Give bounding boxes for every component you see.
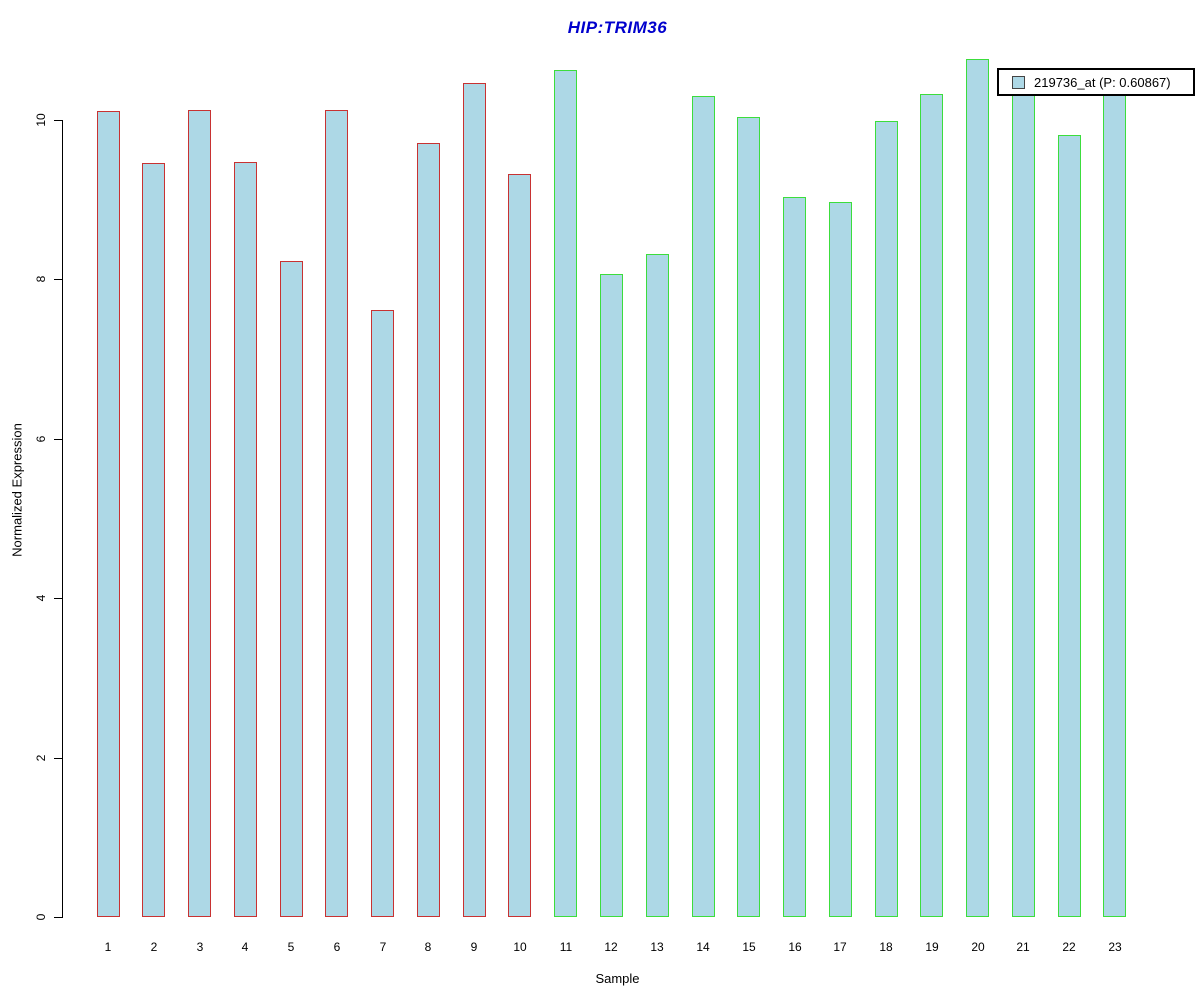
x-tick-label: 16 [788,940,802,954]
x-tick-label: 2 [150,940,158,954]
y-tick [54,120,62,121]
x-tick-label: 18 [879,940,893,954]
bar [875,121,898,917]
y-tick [54,279,62,281]
x-tick-label: 5 [287,940,295,954]
y-tick-label: 4 [34,594,48,602]
bar [463,83,486,917]
bar [692,96,715,917]
x-axis-label: Sample [595,971,640,986]
x-tick-label: 21 [1016,940,1030,954]
x-tick-label: 19 [925,940,939,954]
x-tick-label: 6 [333,940,341,954]
y-tick-label: 10 [34,113,48,127]
x-tick-label: 17 [833,940,847,954]
legend-swatch-icon [1012,75,1025,89]
bar [783,197,806,917]
y-axis-line [62,120,63,918]
bar [920,94,943,917]
x-tick-label: 20 [971,940,985,954]
x-tick-label: 22 [1062,940,1076,954]
y-tick-label: 0 [34,913,48,921]
x-tick-label: 13 [650,940,664,954]
y-tick-label: 8 [34,276,48,283]
bar [1012,92,1035,917]
x-tick-label: 7 [379,940,387,954]
y-tick [54,598,62,600]
bar [371,310,394,917]
x-tick-label: 11 [559,940,573,954]
x-tick-label: 23 [1108,940,1122,954]
x-tick-label: 14 [696,940,710,954]
legend: 219736_at (P: 0.60867) [997,68,1195,96]
bar [600,274,623,917]
bar [508,174,531,917]
y-axis-label: Normalized Expression [9,423,25,557]
bar [737,117,760,917]
x-tick-label: 10 [513,940,527,954]
x-tick-label: 9 [470,940,478,954]
x-tick-label: 8 [424,940,432,954]
x-tick-label: 12 [604,940,618,954]
bar [829,202,852,917]
bar [142,163,165,917]
bar [325,110,348,917]
bar [646,254,669,917]
bar [554,70,577,917]
x-tick-label: 1 [104,940,112,954]
bar [234,162,257,917]
legend-label: 219736_at (P: 0.60867) [1034,74,1171,90]
y-tick-label: 2 [34,754,48,761]
y-tick [54,917,62,918]
bar [1103,92,1126,917]
y-tick [54,438,62,440]
bar [188,110,211,917]
bar [966,59,989,917]
bar [1058,135,1081,917]
x-tick-label: 3 [196,940,204,954]
chart-title: HIP:TRIM36 [567,18,668,37]
bar [280,261,303,917]
x-tick-label: 15 [742,940,756,954]
x-tick-label: 4 [241,940,249,954]
bar [97,111,120,917]
y-tick-label: 6 [34,435,48,443]
bar [417,143,440,917]
y-tick [54,757,62,759]
